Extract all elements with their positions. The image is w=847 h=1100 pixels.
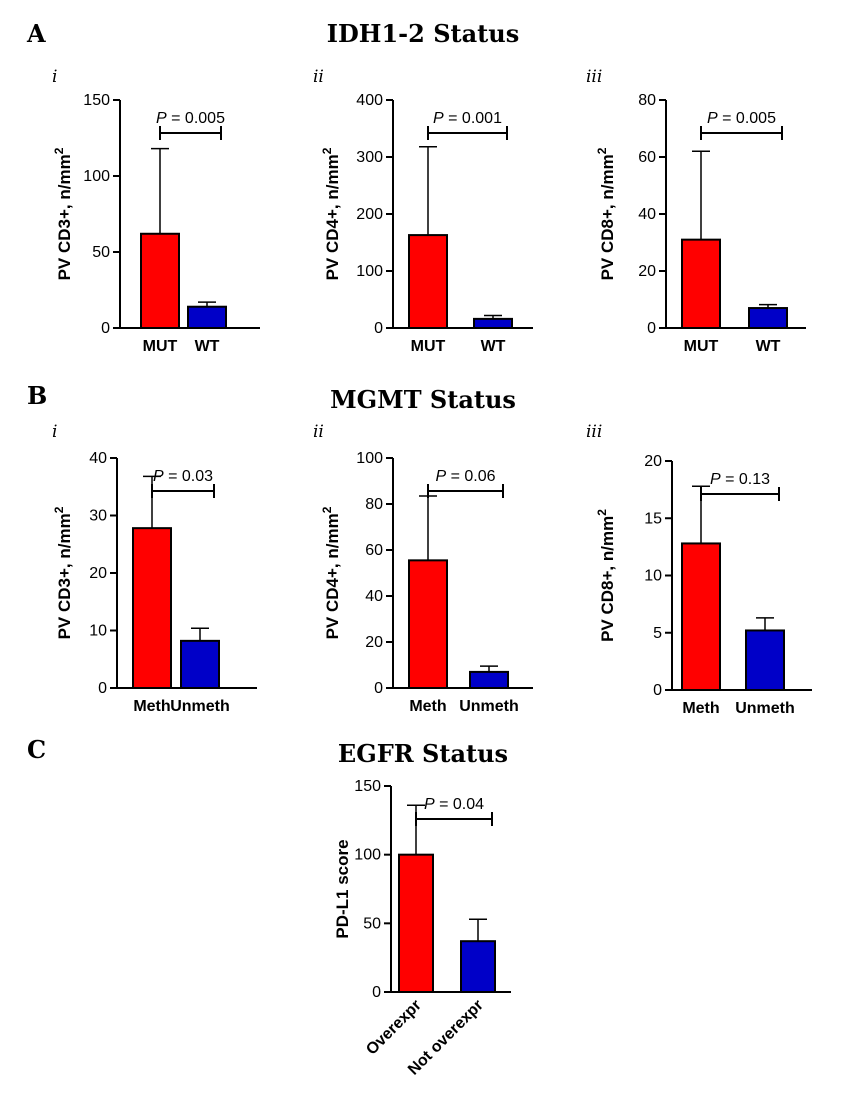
bar-overexpr (398, 853, 434, 994)
y-axis-label: PV CD4+, n/mm2 (320, 506, 342, 639)
chart-b-i: i 0 10 20 30 40 PV CD3+, n/mm2 Meth Unmeth P = 0.… (52, 422, 257, 715)
bar-wt (748, 307, 788, 329)
panel-sublabel: iii (586, 67, 602, 87)
chart-b-ii: ii 0 20 40 60 80 100 PV CD4+, n/mm2 Meth Unmeth P … (313, 422, 533, 715)
p-value-label: P = 0.06 (435, 468, 495, 485)
chart-a-iii: iii 0 20 40 60 80 PV CD8+, n/mm2 MUT WT P = 0.005 (586, 67, 806, 355)
category-label: MUT (143, 338, 178, 355)
y-tick-label: 20 (365, 634, 383, 651)
category-label: WT (756, 338, 781, 355)
y-tick-label: 300 (356, 149, 383, 166)
y-tick-label: 50 (363, 915, 381, 932)
y-tick-label: 150 (83, 92, 110, 109)
y-tick-label: 20 (644, 453, 662, 470)
y-tick-label: 0 (374, 680, 383, 697)
y-axis-label: PV CD4+, n/mm2 (320, 147, 342, 280)
panel-sublabel: iii (586, 422, 602, 442)
category-label: MUT (411, 338, 446, 355)
bar-unmeth (745, 629, 785, 692)
y-tick-label: 150 (354, 778, 381, 795)
y-tick-label: 10 (89, 623, 107, 640)
y-tick-label: 60 (365, 542, 383, 559)
y-tick-label: 400 (356, 92, 383, 109)
category-label: Unmeth (459, 698, 519, 715)
y-tick-label: 40 (638, 206, 656, 223)
p-value-label: P = 0.04 (424, 796, 484, 813)
bar-unmeth (180, 639, 220, 689)
category-label: Unmeth (735, 700, 795, 717)
y-tick-label: 0 (653, 682, 662, 699)
section-letter-c: C (27, 735, 46, 764)
panel-sublabel: ii (313, 422, 324, 442)
category-label: Overexpr (363, 997, 425, 1059)
y-tick-label: 100 (356, 263, 383, 280)
y-axis-label: PV CD8+, n/mm2 (595, 509, 617, 642)
bar-mut (408, 234, 448, 329)
y-tick-label: 60 (638, 149, 656, 166)
y-tick-label: 50 (92, 244, 110, 261)
y-tick-label: 40 (365, 588, 383, 605)
y-tick-label: 80 (365, 496, 383, 513)
section-letter-a: A (26, 19, 46, 48)
chart-b-iii: iii 0 5 10 15 20 PV CD8+, n/mm2 Meth Unmeth P = 0… (586, 422, 812, 717)
y-tick-label: 100 (83, 168, 110, 185)
p-value-label: P = 0.001 (433, 110, 502, 127)
bar-meth (132, 527, 172, 690)
section-title-egfr: EGFR Status (338, 739, 508, 768)
bar-mut (681, 238, 721, 329)
y-tick-label: 0 (101, 320, 110, 337)
y-tick-label: 100 (356, 450, 383, 467)
bar-meth (681, 542, 721, 691)
y-tick-label: 200 (356, 206, 383, 223)
y-tick-label: 0 (647, 320, 656, 337)
p-value-label: P = 0.13 (710, 471, 770, 488)
y-tick-label: 80 (638, 92, 656, 109)
category-label: MUT (684, 338, 719, 355)
y-tick-label: 20 (89, 565, 107, 582)
y-axis-label: PD-L1 score (333, 839, 352, 938)
y-tick-label: 10 (644, 568, 662, 585)
category-label: Unmeth (170, 698, 230, 715)
y-axis-label: PV CD3+, n/mm2 (52, 506, 74, 639)
p-value-label: P = 0.005 (707, 110, 776, 127)
category-label: Meth (682, 700, 719, 717)
category-label: Meth (133, 698, 170, 715)
y-tick-label: 100 (354, 847, 381, 864)
panel-sublabel: ii (313, 67, 324, 87)
chart-a-ii: ii 0 100 200 300 400 PV CD4+, n/mm2 MUT WT P = 0.… (313, 67, 533, 355)
bar-wt (187, 305, 227, 330)
p-value-label: P = 0.005 (156, 110, 225, 127)
y-tick-label: 20 (638, 263, 656, 280)
chart-a-i: i 0 50 100 150 PV CD3+, n/mm2 MUT WT P = 0.005 (52, 67, 260, 355)
y-tick-label: 0 (374, 320, 383, 337)
bar-mut (140, 232, 180, 329)
bar-unmeth (469, 670, 509, 690)
y-tick-label: 0 (372, 984, 381, 1001)
y-tick-label: 5 (653, 625, 662, 642)
category-label: WT (195, 338, 220, 355)
section-title-idh: IDH1-2 Status (327, 19, 519, 48)
panel-sublabel: i (52, 422, 57, 442)
section-title-mgmt: MGMT Status (330, 385, 516, 414)
p-value-label: P = 0.03 (153, 468, 213, 485)
panel-sublabel: i (52, 67, 57, 87)
y-tick-label: 40 (89, 450, 107, 467)
bar-meth (408, 559, 448, 689)
bar-wt (473, 317, 513, 330)
bar-not-overexpr (460, 940, 496, 993)
category-label: WT (481, 338, 506, 355)
y-tick-label: 0 (98, 680, 107, 697)
y-axis-label: PV CD8+, n/mm2 (595, 147, 617, 280)
section-letter-b: B (27, 381, 47, 410)
category-label: Meth (409, 698, 446, 715)
y-axis-label: PV CD3+, n/mm2 (52, 147, 74, 280)
y-tick-label: 15 (644, 510, 662, 527)
y-tick-label: 30 (89, 508, 107, 525)
